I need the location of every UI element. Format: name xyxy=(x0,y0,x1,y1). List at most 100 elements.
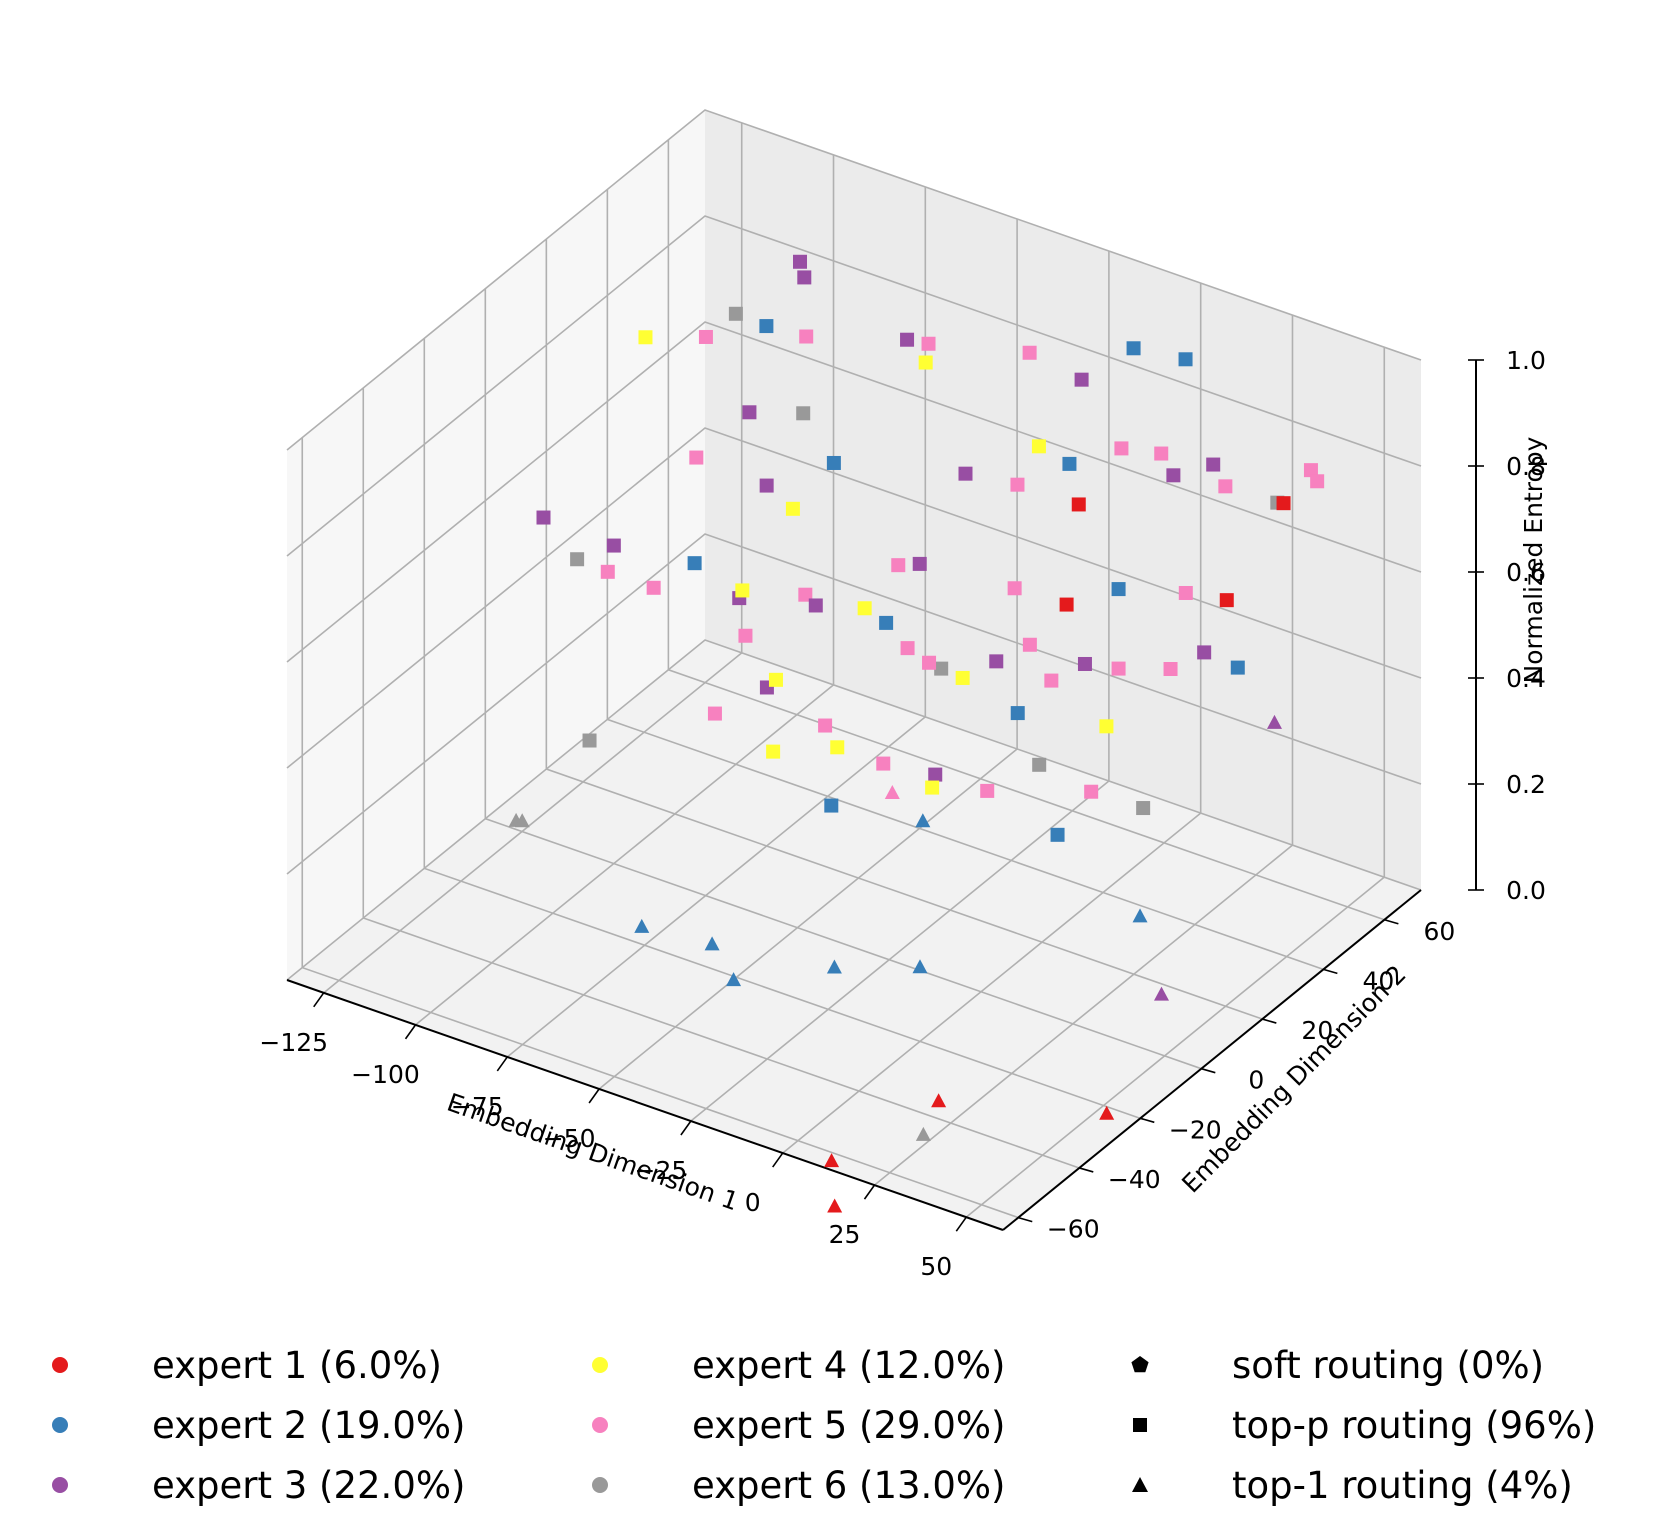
legend-item-soft-routing: soft routing (0%) xyxy=(1120,1335,1596,1395)
data-point-square xyxy=(582,733,597,748)
data-point-square xyxy=(824,798,839,813)
data-point-square xyxy=(797,270,812,285)
legend-item-top-1-routing: top-1 routing (4%) xyxy=(1120,1455,1596,1515)
legend-item-expert-4: expert 4 (12.0%) xyxy=(580,1335,1005,1395)
legend-item-expert-2: expert 2 (19.0%) xyxy=(40,1395,465,1455)
data-point-square xyxy=(689,450,704,465)
data-point-square xyxy=(735,583,750,598)
data-point-square xyxy=(928,767,943,782)
z-gridline xyxy=(286,533,1422,875)
legend-item-expert-5: expert 5 (29.0%) xyxy=(580,1395,1005,1455)
data-point-square xyxy=(799,329,814,344)
data-point-square xyxy=(1010,477,1025,492)
data-point-square xyxy=(698,329,713,344)
x-tick-label: −125 xyxy=(259,1028,328,1057)
scatter-3d-chart: −125 −100 −75 −50 −25 0 25 50 −60 −40 −20 0 20 40 60 0.… xyxy=(259,109,1548,1281)
floor-pane xyxy=(287,640,1421,1230)
data-point-square xyxy=(1059,597,1074,612)
gridlines xyxy=(286,109,1422,1219)
data-point-square xyxy=(900,641,915,656)
z-tick-label: 0.0 xyxy=(1506,876,1546,905)
legend-item-expert-3: expert 3 (22.0%) xyxy=(40,1455,465,1515)
z-gridline xyxy=(286,639,1422,981)
data-point-square xyxy=(891,558,906,573)
data-point-square xyxy=(1178,352,1193,367)
data-point-square xyxy=(768,672,783,687)
data-point-triangle xyxy=(826,959,842,974)
y-tick xyxy=(1018,1216,1033,1223)
data-point-square xyxy=(1163,661,1178,676)
data-point-square xyxy=(1071,497,1086,512)
data-point-square xyxy=(1126,341,1141,356)
data-point-triangle xyxy=(704,936,720,951)
axis-lines xyxy=(286,360,1477,1231)
data-point-square xyxy=(785,501,800,516)
legend-label: expert 6 (13.0%) xyxy=(692,1463,1006,1507)
data-point-square xyxy=(728,306,743,321)
data-point-square xyxy=(1022,345,1037,360)
z-gridline xyxy=(286,215,1422,557)
z-gridline xyxy=(286,321,1422,663)
data-point-square xyxy=(826,455,841,470)
y-tick xyxy=(1201,1067,1216,1074)
data-point-triangle xyxy=(915,1126,931,1141)
data-point-square xyxy=(759,478,774,493)
data-point-square xyxy=(646,580,661,595)
y-tick-label: 60 xyxy=(1423,917,1455,946)
data-point-square xyxy=(1099,719,1114,734)
y-tick-label: 40 xyxy=(1362,966,1394,995)
data-point-square xyxy=(1031,439,1046,454)
data-point-square xyxy=(1154,446,1169,461)
back-wall-pane xyxy=(705,110,1421,890)
x-tick-label: 0 xyxy=(745,1188,761,1217)
legend-label: expert 3 (22.0%) xyxy=(152,1463,466,1507)
data-point-square xyxy=(857,601,872,616)
legend-label: expert 4 (12.0%) xyxy=(692,1343,1006,1387)
data-point-square xyxy=(1050,827,1065,842)
x-tick-label: −75 xyxy=(451,1092,504,1121)
data-point-square xyxy=(759,319,774,334)
x-tick-label: 25 xyxy=(829,1220,861,1249)
data-point-triangle xyxy=(1099,1105,1115,1120)
circle-marker-icon xyxy=(40,1465,80,1505)
data-point-square xyxy=(1219,593,1234,608)
x-tick xyxy=(772,1152,784,1168)
x-tick-label: −100 xyxy=(351,1060,420,1089)
data-point-square xyxy=(980,783,995,798)
data-point-triangle xyxy=(1132,908,1148,923)
data-point-square xyxy=(955,670,970,685)
data-point-square xyxy=(934,661,949,676)
data-point-triangle xyxy=(827,1198,843,1213)
data-point-square xyxy=(1044,673,1059,688)
z-tick-label: 0.4 xyxy=(1506,664,1546,693)
data-points xyxy=(508,254,1325,1213)
data-point-square xyxy=(738,628,753,643)
data-point-square xyxy=(1010,706,1025,721)
data-point-square xyxy=(1178,585,1193,600)
x-tick xyxy=(863,1184,876,1200)
x-tick xyxy=(313,992,325,1008)
z-tick-label: 0.6 xyxy=(1506,558,1546,587)
data-point-triangle xyxy=(1266,714,1282,729)
x-tick xyxy=(496,1056,508,1072)
data-point-square xyxy=(900,332,915,347)
y-tick xyxy=(1262,1018,1277,1024)
data-point-square xyxy=(796,406,811,421)
data-point-square xyxy=(1206,457,1221,472)
y-tick xyxy=(1140,1117,1155,1124)
z-tick-label: 0.8 xyxy=(1506,452,1546,481)
y-tick-label: −20 xyxy=(1169,1115,1222,1144)
data-point-square xyxy=(922,655,937,670)
legend-routing-col: soft routing (0%) top-p routing (96%) to… xyxy=(1120,1335,1596,1515)
data-point-square xyxy=(742,405,757,420)
data-point-triangle xyxy=(634,918,650,933)
x-axis-line xyxy=(286,979,1004,1231)
axes-panes xyxy=(287,110,1421,1230)
pentagon-marker-icon xyxy=(1120,1345,1160,1385)
data-point-square xyxy=(1074,372,1089,387)
data-point-square xyxy=(1218,479,1233,494)
data-point-triangle xyxy=(824,1153,840,1168)
data-point-square xyxy=(606,538,621,553)
data-point-square xyxy=(1111,661,1126,676)
legend-label: expert 5 (29.0%) xyxy=(692,1403,1006,1447)
